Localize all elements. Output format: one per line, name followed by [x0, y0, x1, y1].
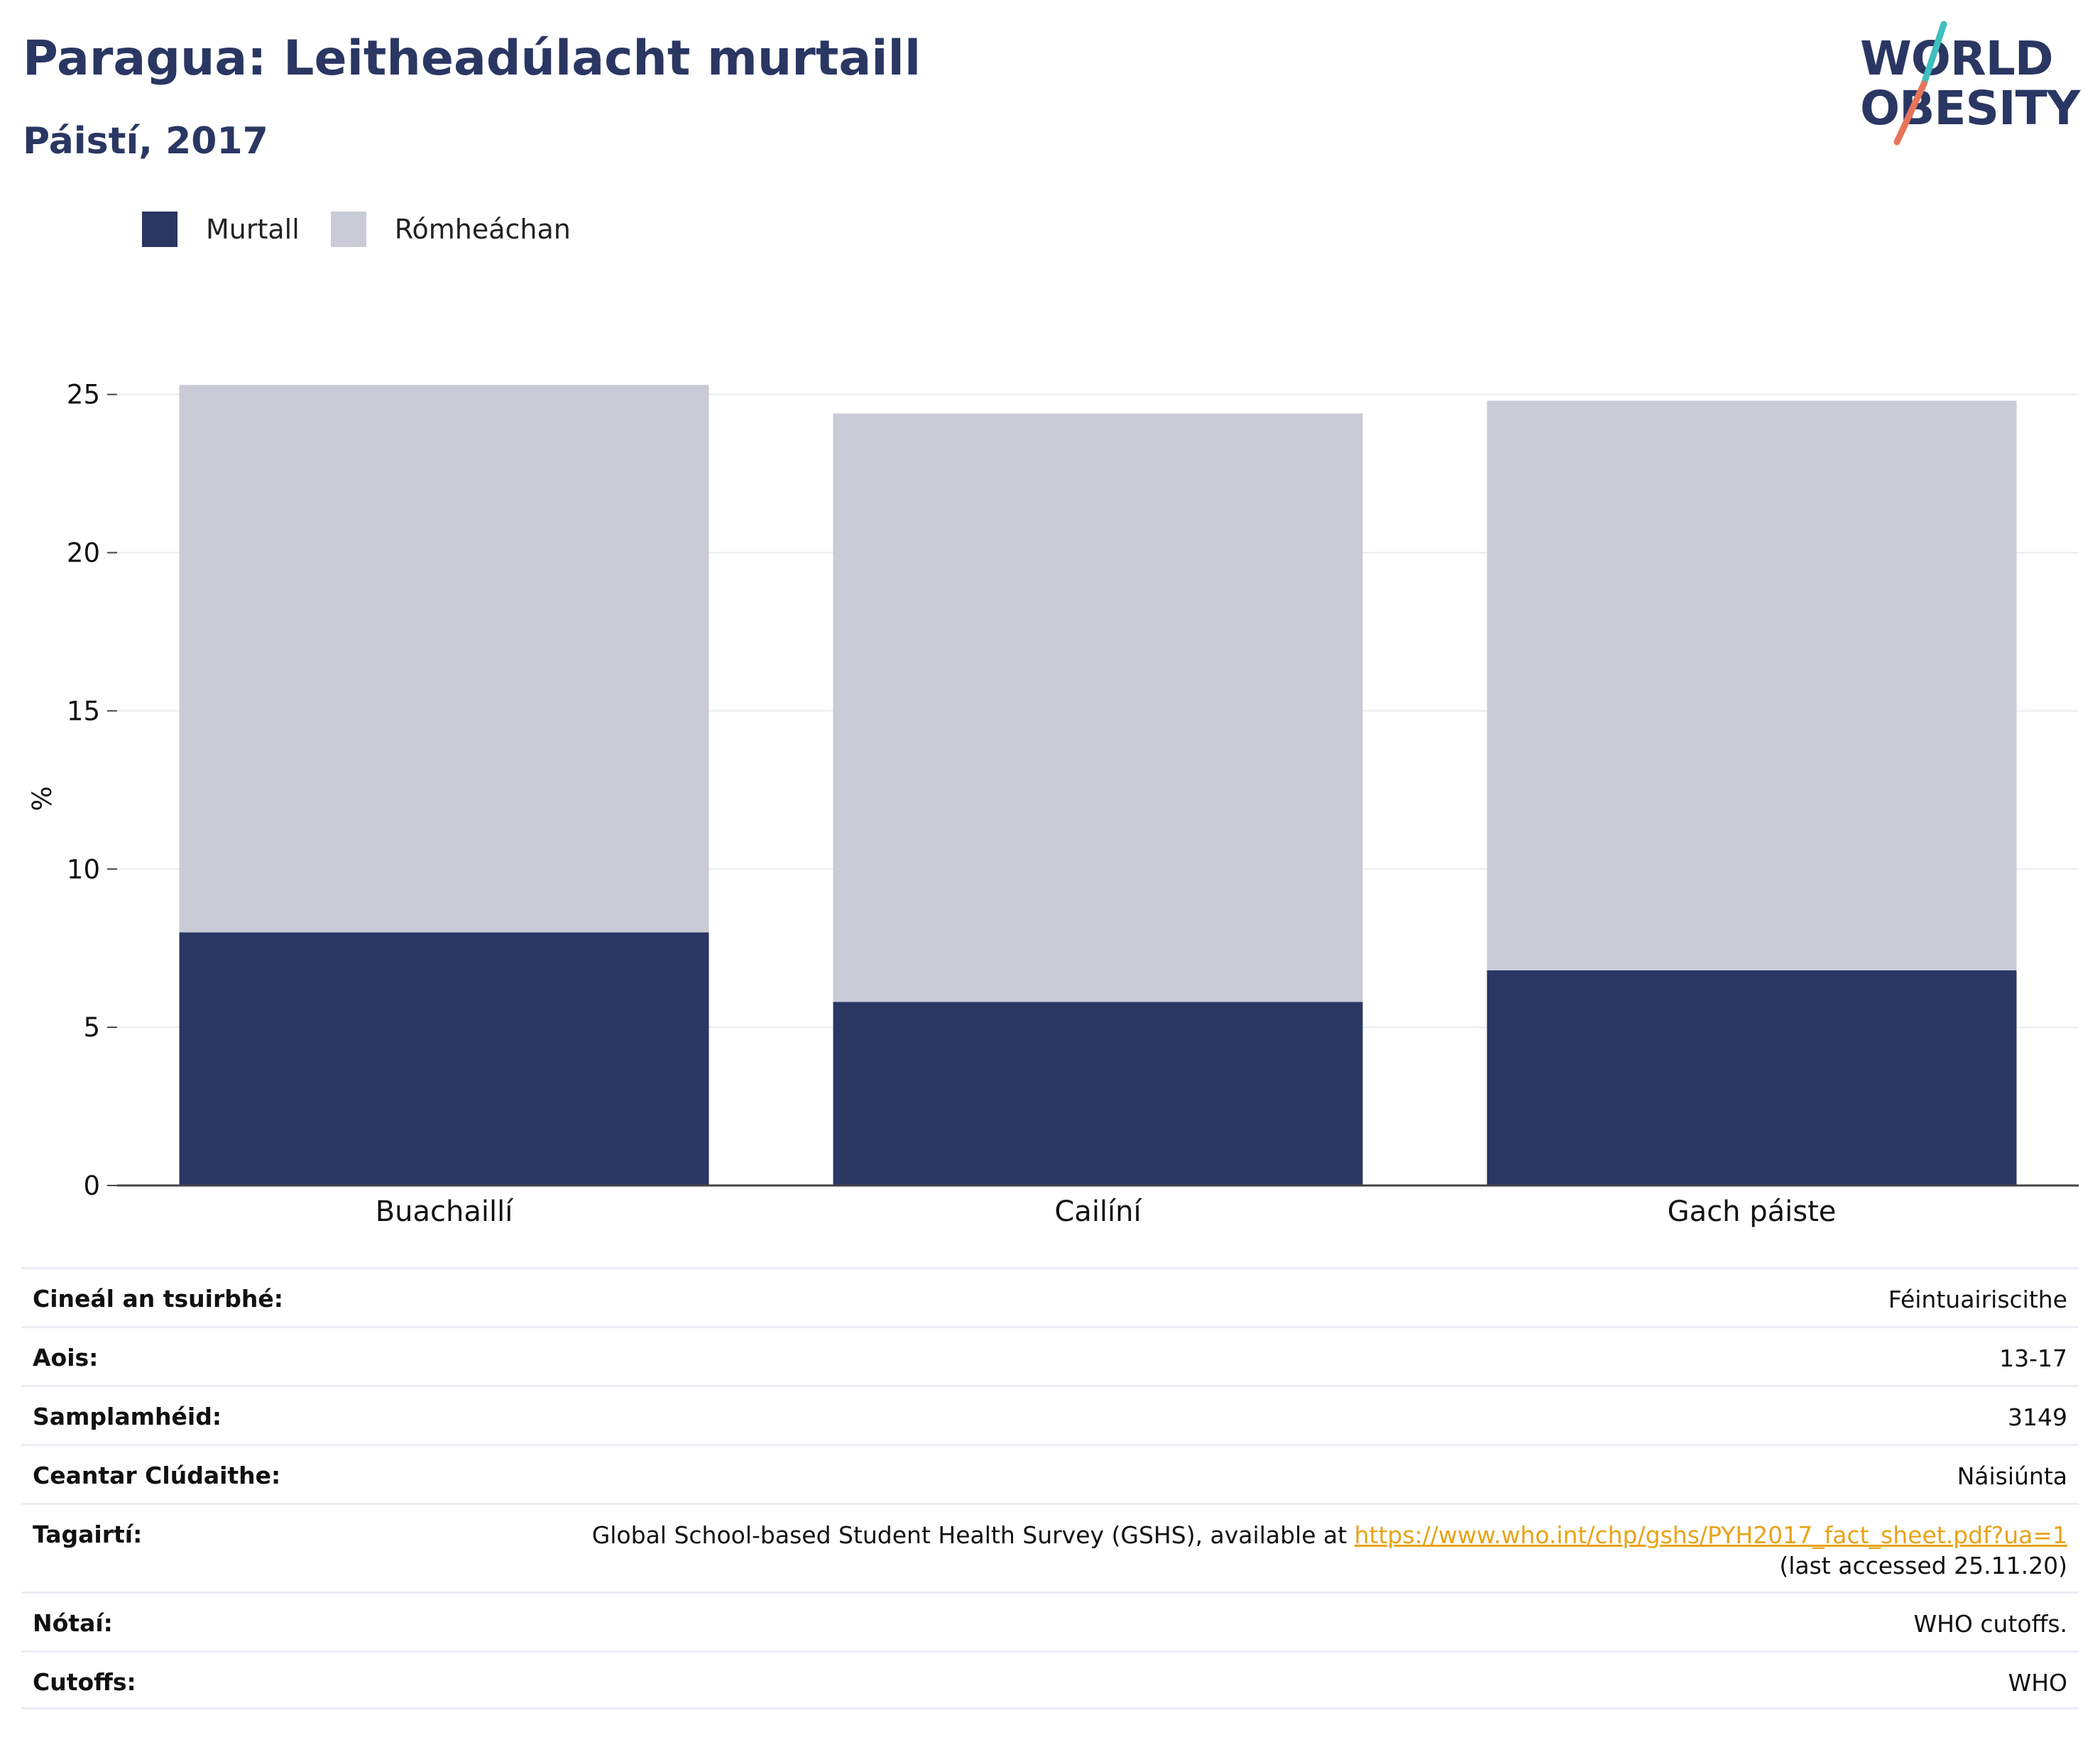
meta-row-sample-size: Samplamhéid: 3149: [21, 1385, 2079, 1444]
meta-row-references: Tagairtí: Global School-based Student He…: [21, 1503, 2079, 1592]
legend-swatch-overweight: [330, 212, 366, 247]
y-tick-label: 10: [67, 854, 100, 885]
meta-row-cutoffs: Cutoffs: WHO: [21, 1650, 2079, 1709]
y-tick-label: 0: [83, 1171, 100, 1201]
survey-metadata-table: Cineál an tsuirbhé: Féintuairiscithe Aoi…: [21, 1267, 2079, 1709]
meta-label: Aois:: [33, 1344, 99, 1371]
y-tick-label: 15: [67, 696, 100, 726]
chart-subtitle: Páistí, 2017: [23, 120, 268, 163]
y-tick-label: 20: [67, 538, 100, 569]
bar-segment-obese[interactable]: [1487, 970, 2017, 1185]
x-axis-categories: Buachaillí Cailíní Gach páiste: [376, 1195, 1837, 1228]
meta-row-coverage: Ceantar Clúdaithe: Náisiúnta: [21, 1444, 2079, 1503]
bar-segment-overweight[interactable]: [1487, 400, 2017, 970]
x-category-label: Cailíní: [1054, 1195, 1142, 1228]
reference-text: Global School-based Student Health Surve…: [591, 1521, 1355, 1549]
legend-swatch-obese: [142, 212, 177, 247]
logo-word-world: WORLD: [1860, 31, 2054, 86]
chart-legend: Murtall Rómheáchan: [142, 210, 602, 248]
meta-row-survey-type: Cineál an tsuirbhé: Féintuairiscithe: [21, 1267, 2079, 1326]
meta-label: Tagairtí:: [33, 1521, 143, 1548]
reference-link[interactable]: https://www.who.int/chp/gshs/PYH2017_fac…: [1354, 1521, 2067, 1549]
logo-slash-icon: [1893, 21, 1947, 146]
reference-accessed-text: (last accessed 25.11.20): [1779, 1551, 2067, 1579]
meta-value: Náisiúnta: [1957, 1462, 2067, 1490]
legend-label-obese: Murtall: [206, 214, 300, 245]
bar-segment-obese[interactable]: [833, 1002, 1363, 1185]
meta-label: Samplamhéid:: [33, 1403, 222, 1430]
legend-item-obese[interactable]: Murtall: [142, 212, 300, 247]
meta-label: Nótaí:: [33, 1609, 113, 1637]
meta-label: Cineál an tsuirbhé:: [33, 1285, 283, 1313]
meta-row-age: Aois: 13-17: [21, 1326, 2079, 1385]
logo-word-obesity: OBESITY: [1860, 81, 2080, 136]
meta-value: WHO: [2008, 1669, 2067, 1697]
y-tick-label: 5: [83, 1012, 100, 1043]
meta-label: Ceantar Clúdaithe:: [33, 1462, 281, 1489]
meta-value-reference: Global School-based Student Health Surve…: [576, 1521, 2067, 1582]
bar-chart: 0 5 10 15 20 25 % Buachaillí Cailíní Gach páist…: [27, 380, 2079, 1228]
meta-row-notes: Nótaí: WHO cutoffs.: [21, 1592, 2079, 1650]
bar-segment-overweight[interactable]: [179, 385, 709, 933]
bar-segment-obese[interactable]: [179, 932, 709, 1185]
x-category-label: Buachaillí: [376, 1195, 515, 1228]
chart-bars: [179, 385, 2017, 1185]
bar-segment-overweight[interactable]: [833, 413, 1363, 1002]
meta-value: 3149: [2008, 1403, 2067, 1431]
meta-label: Cutoffs:: [33, 1668, 136, 1696]
meta-value: WHO cutoffs.: [1913, 1610, 2067, 1638]
y-axis-ticks: 0 5 10 15 20 25: [67, 380, 117, 1201]
legend-item-overweight[interactable]: Rómheáchan: [330, 212, 571, 247]
meta-value: 13-17: [1999, 1345, 2067, 1372]
x-category-label: Gach páiste: [1668, 1195, 1837, 1228]
meta-value: Féintuairiscithe: [1888, 1286, 2067, 1313]
y-axis-label: %: [27, 786, 58, 811]
legend-label-overweight: Rómheáchan: [394, 214, 571, 245]
chart-title: Paragua: Leitheadúlacht murtaill: [23, 31, 922, 87]
world-obesity-logo: WORLD OBESITY: [1846, 20, 2080, 148]
y-tick-label: 25: [67, 380, 100, 410]
